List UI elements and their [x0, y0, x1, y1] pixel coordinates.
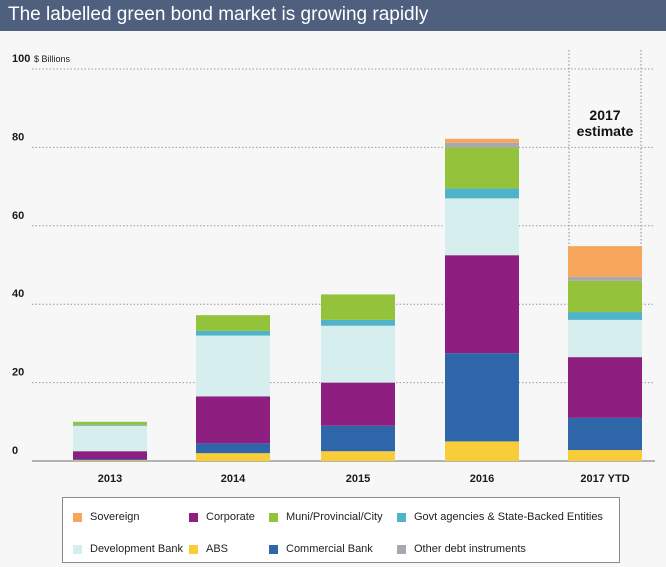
- legend-item-other-debt: Other debt instruments: [397, 543, 526, 555]
- bar-segment: [73, 451, 147, 460]
- legend-label: Commercial Bank: [286, 543, 373, 555]
- legend-item-muni: Muni/Provincial/City: [269, 511, 383, 523]
- bar-segment: [196, 315, 270, 331]
- legend-swatch: [73, 512, 82, 522]
- x-tick-label: 2015: [346, 473, 370, 485]
- bar-segment: [445, 255, 519, 354]
- legend-label: Muni/Provincial/City: [286, 511, 383, 523]
- bar-segment: [73, 424, 147, 426]
- bar-segment: [445, 138, 519, 143]
- bar-segment: [568, 417, 642, 451]
- y-tick-label: 0: [12, 445, 18, 457]
- legend-label: Development Bank: [90, 543, 183, 555]
- bar-segment: [568, 246, 642, 277]
- legend-swatch: [397, 544, 406, 554]
- annotation-2017-line1: 2017: [589, 107, 620, 123]
- y-tick-label: 20: [12, 367, 24, 379]
- chart-legend: Sovereign Corporate Muni/Provincial/City…: [62, 497, 620, 563]
- x-tick-label: 2016: [470, 473, 494, 485]
- legend-label: ABS: [206, 543, 229, 555]
- y-tick-label: 40: [12, 288, 24, 300]
- bar-segment: [568, 280, 642, 313]
- bar-segment: [568, 276, 642, 281]
- legend-label: Sovereign: [90, 511, 140, 523]
- y-tick-label: 60: [12, 210, 24, 222]
- chart-plot: 0 20 40 60 80 100 $ Billions 2013 2014 2015 2016 20…: [12, 50, 655, 485]
- x-tick-label: 2014: [221, 473, 246, 485]
- y-tick-label: 100: [12, 53, 30, 65]
- y-unit-label: $ Billions: [34, 54, 71, 64]
- bar-segment: [321, 325, 395, 383]
- bar-segment: [321, 319, 395, 326]
- legend-swatch: [269, 512, 278, 522]
- bar-segment: [568, 312, 642, 320]
- bar-segment: [321, 425, 395, 452]
- bar-segment: [445, 353, 519, 442]
- legend-item-commercial-bank: Commercial Bank: [269, 543, 373, 555]
- bar-segment: [73, 459, 147, 461]
- bar-segment: [321, 294, 395, 320]
- legend-swatch: [189, 512, 198, 522]
- bar-segment: [196, 443, 270, 454]
- legend-item-govt-agencies: Govt agencies & State-Backed Entities: [397, 511, 603, 523]
- bar-segment: [73, 421, 147, 425]
- bar-segment: [445, 441, 519, 461]
- chart-title: The labelled green bond market is growin…: [8, 4, 429, 25]
- bar-segment: [568, 450, 642, 461]
- legend-swatch: [397, 512, 406, 522]
- title-bar: The labelled green bond market is growin…: [0, 0, 666, 31]
- legend-swatch: [269, 544, 278, 554]
- bar-segment: [196, 453, 270, 461]
- legend-label: Corporate: [206, 511, 255, 523]
- x-tick-label: 2017 YTD: [580, 473, 629, 485]
- bar-segment: [321, 451, 395, 461]
- x-tick-label: 2013: [98, 473, 122, 485]
- bar-segment: [73, 425, 147, 452]
- bar-segment: [196, 330, 270, 336]
- bar-segment: [196, 396, 270, 444]
- bar-segment: [445, 142, 519, 148]
- legend-item-corporate: Corporate: [189, 511, 255, 523]
- legend-label: Other debt instruments: [414, 543, 526, 555]
- bar-segment: [568, 357, 642, 418]
- bar-segment: [445, 188, 519, 199]
- bar-segment: [73, 460, 147, 461]
- bar-segment: [445, 147, 519, 189]
- y-tick-label: 80: [12, 131, 24, 143]
- bar-segment: [196, 335, 270, 397]
- legend-item-development-bank: Development Bank: [73, 543, 183, 555]
- legend-swatch: [73, 544, 82, 554]
- annotation-2017-line2: estimate: [577, 123, 634, 139]
- legend-label: Govt agencies & State-Backed Entities: [414, 511, 603, 523]
- bar-segment: [568, 319, 642, 358]
- legend-item-sovereign: Sovereign: [73, 511, 140, 523]
- bar-segment: [445, 198, 519, 256]
- bar-segment: [321, 382, 395, 426]
- legend-swatch: [189, 544, 198, 554]
- legend-item-abs: ABS: [189, 543, 228, 555]
